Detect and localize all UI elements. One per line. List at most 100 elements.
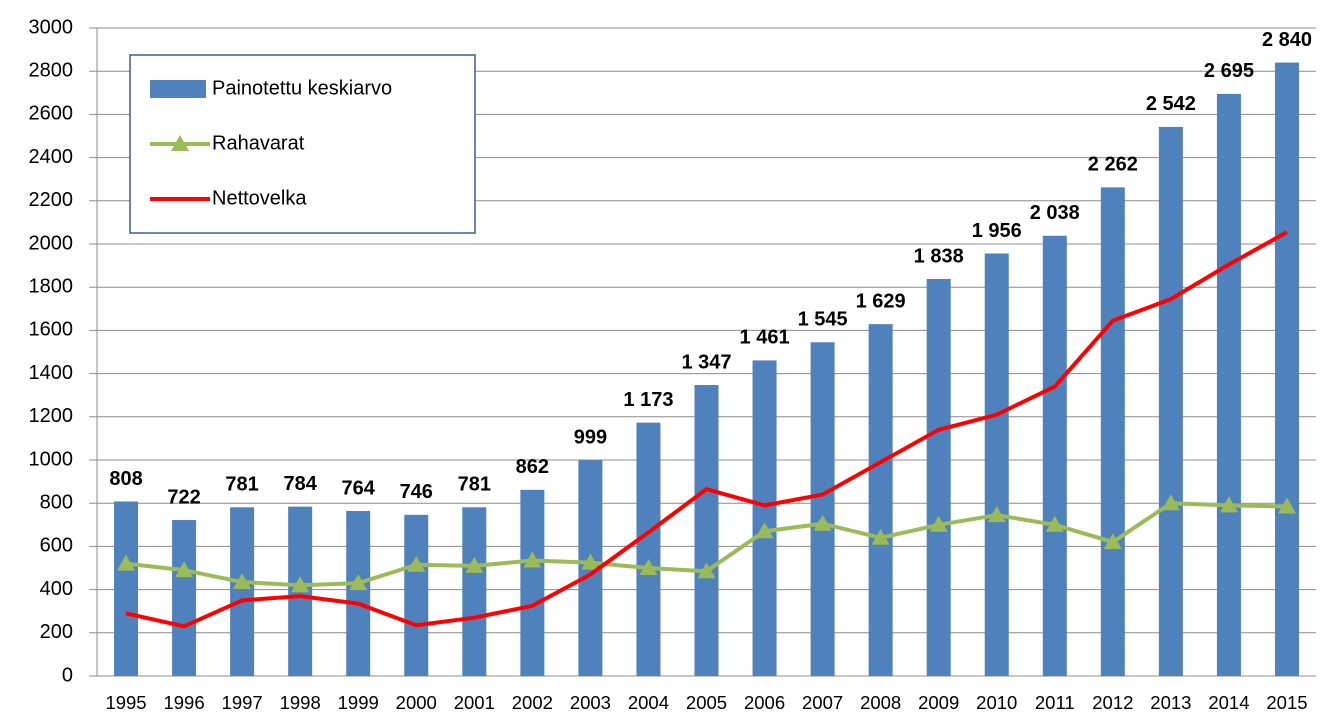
x-tick-label: 2002: [512, 692, 553, 713]
value-label: 808: [109, 468, 142, 490]
value-label: 1 347: [681, 351, 731, 373]
marker: [1277, 497, 1296, 514]
bar: [984, 253, 1009, 676]
marker: [117, 554, 136, 571]
x-tick-label: 2008: [860, 692, 901, 713]
y-tick-label: 1200: [29, 405, 74, 427]
bar: [636, 422, 661, 676]
marker: [233, 573, 252, 590]
bar: [1100, 187, 1125, 676]
y-tick-label: 2200: [29, 189, 74, 211]
y-tick-label: 800: [40, 491, 73, 513]
y-tick-label: 1600: [29, 319, 74, 341]
y-tick-label: 1800: [29, 275, 74, 297]
y-tick-label: 400: [40, 578, 73, 600]
bar: [694, 385, 719, 676]
bar: [346, 510, 371, 676]
x-tick-label: 2000: [396, 692, 437, 713]
legend-label: Painotettu keskiarvo: [212, 77, 392, 99]
x-tick-label: 2006: [744, 692, 785, 713]
marker: [639, 559, 658, 575]
y-tick-label: 600: [40, 535, 73, 557]
legend-label: Nettovelka: [212, 187, 307, 209]
value-label: 1 173: [623, 389, 673, 411]
value-label: 722: [167, 486, 200, 508]
marker: [465, 556, 484, 573]
bar: [520, 489, 545, 676]
y-tick-label: 1400: [29, 362, 74, 384]
value-label: 1 461: [740, 327, 790, 349]
x-tick-label: 2011: [1035, 692, 1075, 713]
marker: [1103, 533, 1122, 550]
value-label: 781: [458, 474, 491, 496]
bar: [1042, 235, 1067, 677]
marker: [581, 553, 600, 570]
value-label: 862: [516, 456, 549, 478]
line: [125, 230, 1288, 629]
y-tick-label: 200: [40, 621, 73, 643]
value-label: 1 545: [798, 309, 848, 331]
x-tick-label: 1998: [280, 692, 321, 713]
y-tick-label: 0: [62, 664, 73, 686]
value-label: 999: [574, 426, 607, 448]
legend-swatch: [150, 80, 206, 98]
bar: [1274, 62, 1299, 677]
bar: [404, 514, 429, 676]
value-label: 2 542: [1146, 93, 1196, 115]
marker: [1161, 494, 1180, 511]
marker: [871, 528, 890, 545]
marker: [697, 562, 716, 579]
y-tick-label: 2600: [29, 103, 74, 125]
value-label: 2 840: [1262, 29, 1312, 51]
marker: [929, 515, 948, 532]
value-label: 1 838: [914, 245, 964, 267]
y-tick-label: 2400: [29, 146, 74, 168]
x-tick-label: 2010: [976, 692, 1017, 713]
marker: [1219, 496, 1238, 513]
bar: [230, 507, 255, 676]
x-tick-label: 2007: [802, 692, 843, 713]
x-tick-label: 1997: [222, 692, 263, 713]
x-tick-label: 1999: [338, 692, 379, 713]
marker: [755, 522, 774, 539]
value-label: 784: [283, 473, 317, 495]
y-tick-label: 3000: [29, 16, 74, 38]
x-tick-label: 2013: [1150, 692, 1191, 713]
value-label: 1 956: [972, 220, 1022, 242]
bar: [926, 278, 951, 676]
marker: [349, 574, 368, 591]
y-tick-label: 2000: [29, 232, 74, 254]
marker: [523, 551, 542, 568]
bar: [752, 360, 777, 676]
value-label: 2 262: [1088, 154, 1138, 176]
marker: [407, 555, 426, 572]
bar: [1216, 93, 1241, 676]
x-tick-label: 2005: [686, 692, 727, 713]
x-tick-label: 2004: [628, 692, 669, 713]
y-tick-label: 1000: [29, 448, 74, 470]
value-label: 746: [400, 481, 433, 503]
x-tick-label: 2009: [918, 692, 959, 713]
x-tick-label: 2003: [570, 692, 611, 713]
bar: [172, 520, 197, 676]
x-tick-label: 2001: [454, 692, 495, 713]
bar: [810, 342, 835, 676]
marker: [291, 576, 310, 593]
x-tick-label: 1995: [105, 692, 146, 713]
marker: [1045, 515, 1064, 532]
value-label: 781: [225, 474, 258, 496]
y-tick-label: 2800: [29, 59, 74, 81]
x-tick-label: 2015: [1266, 692, 1307, 713]
marker: [175, 561, 194, 578]
bar: [1158, 126, 1183, 677]
bar: [114, 501, 139, 676]
marker: [813, 514, 832, 531]
x-tick-label: 2012: [1092, 692, 1133, 713]
value-label: 2 695: [1204, 60, 1254, 82]
legend-label: Rahavarat: [212, 132, 305, 154]
marker: [987, 506, 1006, 523]
value-label: 764: [342, 477, 376, 499]
bar: [462, 507, 487, 676]
value-label: 1 629: [856, 290, 906, 312]
